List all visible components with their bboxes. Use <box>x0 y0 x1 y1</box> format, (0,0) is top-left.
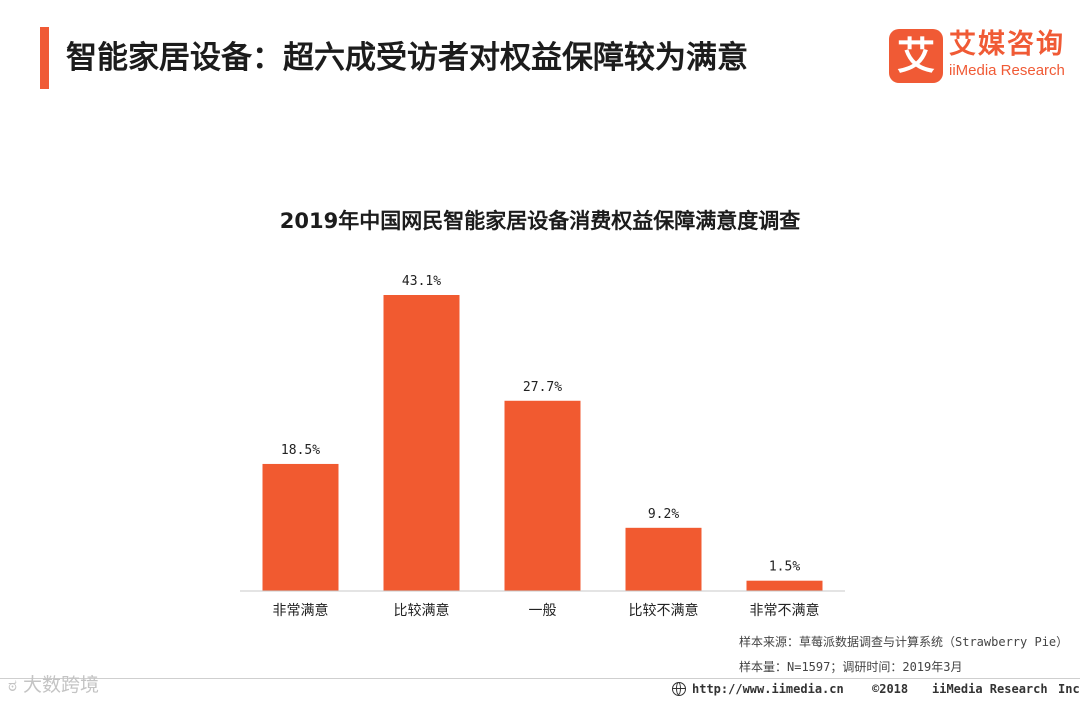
category-label-1: 非常满意 <box>273 602 329 619</box>
category-label-4: 比较不满意 <box>629 602 699 619</box>
bar-5 <box>746 580 823 591</box>
logo-name-en: iiMedia Research <box>949 62 1065 79</box>
category-label-3: 一般 <box>529 603 557 619</box>
logo-mark-icon: 艾 <box>889 29 943 83</box>
slide-title: 智能家居设备：超六成受访者对权益保障较为满意 <box>66 40 748 76</box>
watermark: ಠ 大数跨境 <box>8 670 99 697</box>
globe-icon <box>672 682 686 696</box>
footer-url[interactable]: http://www.iimedia.cn <box>692 682 844 696</box>
category-label-2: 比较满意 <box>394 602 450 619</box>
watermark-text: 大数跨境 <box>23 674 100 696</box>
iimedia-logo: 艾 艾媒咨询 iiMedia Research <box>889 29 1074 85</box>
footer-divider <box>0 678 1080 679</box>
chart-title: 2019年中国网民智能家居设备消费权益保障满意度调查 <box>279 209 801 233</box>
bar-2 <box>383 295 460 591</box>
data-label-4: 9.2% <box>648 507 679 522</box>
bar-1 <box>262 463 339 591</box>
category-label-5: 非常不满意 <box>750 602 820 619</box>
bar-4 <box>625 527 702 591</box>
weibo-icon: ಠ <box>8 676 17 696</box>
sample-size-note: 样本量：N=1597；调研时间：2019年3月 <box>739 660 963 674</box>
data-label-3: 27.7% <box>523 380 562 395</box>
sample-source-note: 样本来源：草莓派数据调查与计算系统（Strawberry Pie） <box>739 635 1069 649</box>
bar-3 <box>504 400 581 591</box>
footer-copyright: ©2018 <box>872 682 909 696</box>
logo-name-cn: 艾媒咨询 <box>949 29 1065 60</box>
data-label-5: 1.5% <box>769 560 800 575</box>
data-label-1: 18.5% <box>281 443 320 458</box>
title-accent-bar <box>40 27 49 89</box>
data-label-2: 43.1% <box>402 274 441 289</box>
footer-inc: Inc <box>1058 682 1080 696</box>
footer-company: iiMedia Research <box>932 682 1048 696</box>
